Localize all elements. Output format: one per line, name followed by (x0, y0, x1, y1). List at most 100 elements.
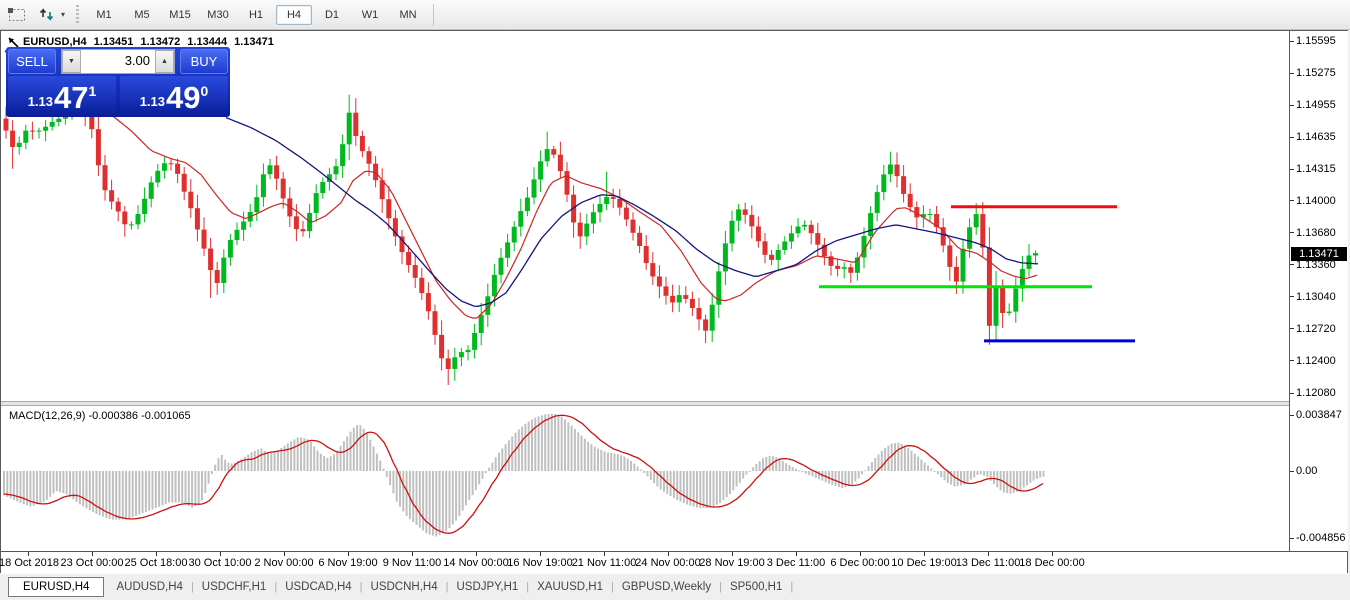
ask-price-main: 49 (166, 80, 201, 115)
current-price-badge: 1.13471 (1291, 246, 1347, 261)
volume-field[interactable]: 3.00 (81, 50, 155, 73)
cycle-arrows-icon[interactable] (34, 4, 60, 26)
macd-axis-tick (1290, 470, 1294, 472)
price-axis-label: 1.14315 (1296, 163, 1336, 176)
price-axis-label: 1.14955 (1296, 99, 1336, 112)
panel-splitter[interactable] (1, 401, 1347, 406)
price-axis-label: 1.14000 (1296, 194, 1336, 207)
bid-price-pip: 1 (88, 83, 97, 99)
chart-ohlc-title: EURUSD,H4 1.13451 1.13472 1.13444 1.1347… (23, 36, 278, 48)
timeframe-button-m5[interactable]: M5 (134, 8, 150, 21)
tab-divider: | (610, 581, 614, 593)
timeframe-toolbar: ▾ M1 M5 M15 M30 H1 H4 D1 W1 MN (0, 0, 1350, 30)
price-axis-tick (1290, 296, 1294, 298)
time-axis-tick (92, 552, 93, 556)
chart-tab-usdcad-h4[interactable]: USDCAD,H4 (285, 581, 352, 593)
timeframe-button-mn[interactable]: MN (399, 8, 417, 21)
macd-axis-label: -0.004856 (1296, 532, 1346, 544)
chart-symbol: EURUSD,H4 (23, 36, 87, 48)
price-chart-canvas[interactable] (1, 31, 1289, 401)
ohlc-open: 1.13451 (93, 36, 134, 48)
time-axis-tick (604, 552, 605, 556)
macd-axis-label: 0.003847 (1296, 409, 1342, 421)
buy-button[interactable]: BUY (180, 49, 228, 74)
time-axis-tick (476, 552, 477, 556)
time-axis-tick (156, 552, 157, 556)
volume-decrease-button[interactable]: ▼ (62, 50, 81, 73)
price-axis-label: 1.15595 (1296, 35, 1336, 47)
toolbar-separator (433, 3, 434, 26)
price-axis-label: 1.13680 (1296, 226, 1336, 239)
price-axis-tick (1290, 168, 1294, 170)
ohlc-close: 1.13471 (234, 36, 274, 48)
timeframe-button-d1[interactable]: D1 (324, 8, 340, 21)
tab-divider: | (274, 581, 278, 593)
time-axis-label: 18 Dec 00:00 (1019, 557, 1085, 569)
price-axis-label: 1.13360 (1296, 258, 1336, 271)
price-axis-tick (1290, 232, 1294, 234)
bid-price-panel[interactable]: 1.13 47 1 (8, 76, 116, 115)
macd-axis-tick (1290, 537, 1294, 539)
dropdown-caret-icon[interactable]: ▾ (60, 10, 65, 19)
volume-increase-button[interactable]: ▲ (155, 50, 174, 73)
macd-indicator-canvas[interactable] (1, 406, 1289, 551)
price-axis-tick (1290, 40, 1294, 42)
sell-button[interactable]: SELL (8, 49, 56, 74)
chart-tab-eurusd-h4[interactable]: EURUSD,H4 (8, 577, 105, 597)
time-axis-tick (540, 552, 541, 556)
chart-tab-sp500-h1[interactable]: SP500,H1 (729, 581, 783, 593)
price-axis-tick (1290, 360, 1294, 362)
time-axis-label: 16 Nov 19:00 (507, 557, 573, 569)
timeframe-button-w1[interactable]: W1 (361, 8, 379, 21)
tab-divider: | (190, 581, 194, 593)
chart-tab-gbpusd-weekly[interactable]: GBPUSD,Weekly (621, 581, 712, 593)
chart-tab-usdcnh-h4[interactable]: USDCNH,H4 (370, 581, 438, 593)
time-axis[interactable]: 18 Oct 2018 23 Oct 00:00 25 Oct 18:00 30 Oc… (0, 551, 1347, 574)
macd-axis-label: 0.00 (1296, 465, 1318, 477)
time-axis-label: 24 Nov 00:00 (635, 557, 701, 569)
ask-price-prefix: 1.13 (139, 94, 166, 109)
chart-tab-audusd-h4[interactable]: AUDUSD,H4 (116, 581, 183, 593)
timeframe-button-m15[interactable]: M15 (169, 8, 191, 21)
one-click-trading-widget: SELL ▼ 3.00 ▲ BUY 1.13 47 1 1.13 49 0 (6, 47, 230, 117)
time-axis-label: 9 Nov 11:00 (382, 557, 442, 569)
chart-area[interactable]: EURUSD,H4 1.13451 1.13472 1.13444 1.1347… (0, 30, 1348, 574)
time-axis-label: 28 Nov 19:00 (699, 557, 765, 569)
chart-tab-usdjpy-h1[interactable]: USDJPY,H1 (456, 581, 519, 593)
bid-price-main: 47 (54, 80, 89, 115)
time-axis-label: 6 Dec 00:00 (830, 557, 890, 569)
tab-divider: | (445, 581, 449, 593)
price-axis[interactable]: 1.15595 1.15275 1.14955 1.14635 1.14315 1.140… (1289, 31, 1348, 551)
price-axis-tick (1290, 72, 1294, 74)
time-axis-label: 13 Dec 11:00 (955, 557, 1021, 569)
chart-tab-xauusd-h1[interactable]: XAUUSD,H1 (537, 581, 603, 593)
timeframe-button-h1[interactable]: H1 (248, 8, 264, 21)
time-axis-tick (924, 552, 925, 556)
time-axis-label: 23 Oct 00:00 (60, 557, 124, 569)
tab-divider: | (526, 581, 530, 593)
time-axis-label: 10 Dec 19:00 (891, 557, 957, 569)
time-axis-label: 21 Nov 11:00 (571, 557, 637, 569)
price-axis-label: 1.12080 (1296, 387, 1336, 399)
price-axis-tick (1290, 136, 1294, 138)
timeframe-button-m30[interactable]: M30 (207, 8, 229, 21)
price-axis-tick (1290, 264, 1294, 266)
ask-price-pip: 0 (200, 83, 209, 99)
tab-divider: | (790, 581, 794, 593)
time-axis-label: 30 Oct 10:00 (188, 557, 252, 569)
toolbar-grip[interactable] (76, 4, 79, 25)
ask-price-panel[interactable]: 1.13 49 0 (120, 76, 228, 115)
price-axis-label: 1.12720 (1296, 322, 1336, 335)
price-axis-tick (1290, 328, 1294, 330)
time-axis-label: 18 Oct 2018 (0, 557, 59, 569)
timeframe-button-m1[interactable]: M1 (96, 8, 112, 21)
price-axis-label: 1.12400 (1296, 354, 1336, 367)
chart-tab-usdchf-h1[interactable]: USDCHF,H1 (201, 581, 267, 593)
chart-tab-bar: EURUSD,H4 AUDUSD,H4 | USDCHF,H1 | USDCAD,H4 | U… (0, 574, 1350, 600)
rectangle-select-icon[interactable] (4, 4, 30, 26)
time-axis-tick (1052, 552, 1053, 556)
timeframe-button-h4[interactable]: H4 (276, 4, 312, 25)
time-axis-label: 2 Nov 00:00 (254, 557, 314, 569)
macd-label: MACD(12,26,9) -0.000386 -0.001065 (9, 410, 191, 422)
